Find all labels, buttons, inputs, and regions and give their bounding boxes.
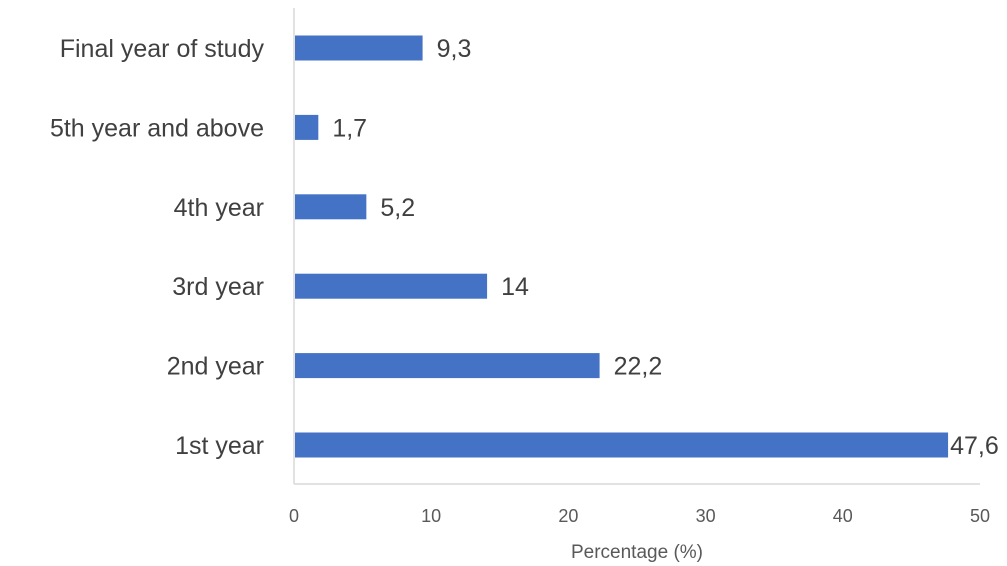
data-label: 47,6: [950, 432, 999, 460]
data-label: 5,2: [380, 194, 415, 222]
bar: [295, 273, 488, 299]
x-tick-label: 0: [289, 506, 299, 526]
category-label: 4th year: [174, 194, 264, 222]
category-label: 1st year: [175, 432, 264, 460]
category-label: 2nd year: [167, 353, 264, 381]
x-axis-title: Percentage (%): [571, 542, 703, 563]
x-tick-label: 50: [970, 506, 990, 526]
data-label: 9,3: [437, 35, 472, 63]
category-labels-group: Final year of study 5th year and above 4th…: [50, 35, 265, 460]
category-label: 3rd year: [172, 273, 264, 301]
category-label: 5th year and above: [50, 114, 264, 142]
x-tick-label: 30: [696, 506, 716, 526]
data-labels-group: 9,3 1,7 5,2 14 22,2 47,6: [332, 35, 998, 460]
x-tick-label: 10: [421, 506, 441, 526]
data-label: 1,7: [332, 114, 367, 142]
data-label: 14: [501, 273, 529, 301]
x-tick-label: 40: [833, 506, 853, 526]
bar: [295, 353, 600, 379]
bar: [295, 35, 423, 61]
bar: [295, 114, 319, 140]
data-label: 22,2: [614, 353, 663, 381]
bar: [295, 432, 949, 458]
x-tick-label: 20: [558, 506, 578, 526]
bar: [295, 194, 367, 220]
x-tick-labels-group: 0 10 20 30 40 50: [289, 506, 990, 526]
bars-group: [295, 35, 949, 458]
category-label: Final year of study: [60, 35, 265, 63]
